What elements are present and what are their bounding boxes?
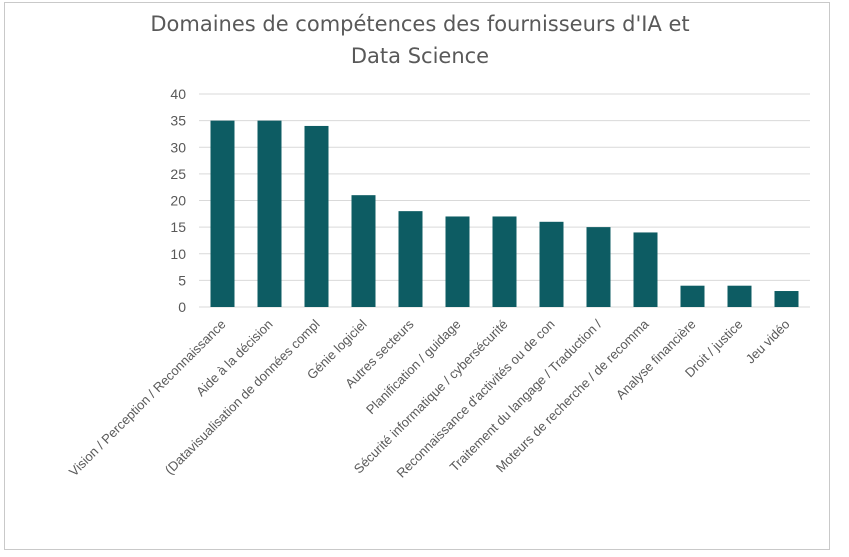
bar (539, 221, 564, 307)
chart-title: Domaines de compétences des fournisseurs… (0, 8, 840, 72)
bar (633, 232, 658, 307)
x-tick-label: Analyse financière (613, 317, 699, 403)
y-tick-label: 10 (170, 246, 186, 262)
bar (445, 216, 470, 307)
bar (727, 285, 752, 307)
chart-title-line-2: Data Science (350, 44, 490, 68)
y-tick-label: 0 (178, 299, 186, 315)
bar (257, 120, 282, 307)
y-tick-label: 15 (170, 219, 186, 235)
x-tick-label: Jeu vidéo (743, 317, 793, 367)
bar (774, 291, 799, 307)
y-tick-label: 30 (170, 139, 186, 155)
y-tick-label: 20 (170, 193, 186, 209)
bar (351, 195, 376, 307)
bar (492, 216, 517, 307)
bar (586, 227, 611, 307)
y-tick-label: 25 (170, 166, 186, 182)
y-tick-label: 5 (178, 272, 186, 288)
bar (210, 120, 235, 307)
bar (304, 125, 329, 307)
bar (680, 285, 705, 307)
y-tick-label: 40 (170, 86, 186, 102)
y-tick-label: 35 (170, 113, 186, 129)
bar (398, 211, 423, 307)
chart-title-line-1: Domaines de compétences des fournisseurs… (150, 12, 690, 36)
